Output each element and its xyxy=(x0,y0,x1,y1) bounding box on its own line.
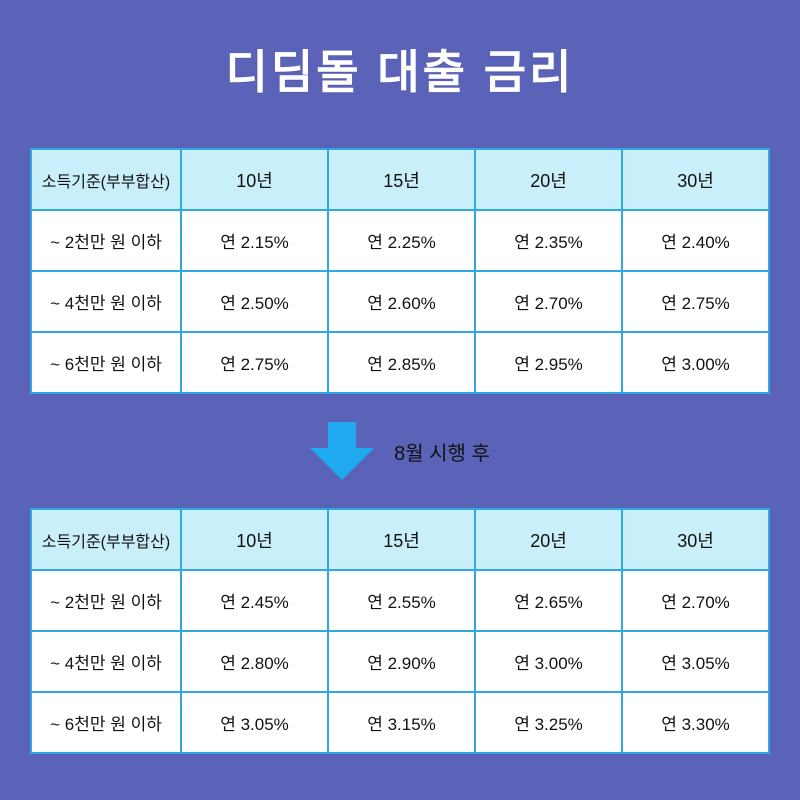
rate-cell: 연 3.05% xyxy=(621,630,770,693)
rate-cell: 연 2.75% xyxy=(621,270,770,333)
rate-cell: 연 3.30% xyxy=(621,691,770,754)
table-row: ~ 6천만 원 이하 연 3.05% 연 3.15% 연 3.25% 연 3.3… xyxy=(30,691,770,754)
arrow-label: 8월 시행 후 xyxy=(394,442,490,465)
rate-cell: 연 2.70% xyxy=(474,270,623,333)
table-row: ~ 6천만 원 이하 연 2.75% 연 2.85% 연 2.95% 연 3.0… xyxy=(30,331,770,394)
table-row: ~ 2천만 원 이하 연 2.45% 연 2.55% 연 2.65% 연 2.7… xyxy=(30,569,770,632)
rate-cell: 연 2.90% xyxy=(327,630,476,693)
rate-cell: 연 3.05% xyxy=(180,691,329,754)
rate-cell: 연 2.75% xyxy=(180,331,329,394)
rate-cell: 연 2.80% xyxy=(180,630,329,693)
table-header-row: 소득기준(부부합산) 10년 15년 20년 30년 xyxy=(30,148,770,211)
header-term-20yr: 20년 xyxy=(474,508,623,571)
header-term-10yr: 10년 xyxy=(180,148,329,211)
rate-cell: 연 2.95% xyxy=(474,331,623,394)
rate-cell: 연 2.45% xyxy=(180,569,329,632)
header-income-basis: 소득기준(부부합산) xyxy=(30,148,182,211)
rate-cell: 연 2.25% xyxy=(327,209,476,272)
row-label-income: ~ 2천만 원 이하 xyxy=(30,569,182,632)
rate-cell: 연 3.00% xyxy=(621,331,770,394)
table-header-row: 소득기준(부부합산) 10년 15년 20년 30년 xyxy=(30,508,770,571)
rate-cell: 연 2.70% xyxy=(621,569,770,632)
row-label-income: ~ 2천만 원 이하 xyxy=(30,209,182,272)
header-income-basis: 소득기준(부부합산) xyxy=(30,508,182,571)
rate-table-before: 소득기준(부부합산) 10년 15년 20년 30년 ~ 2천만 원 이하 연 … xyxy=(30,148,770,394)
rate-cell: 연 3.25% xyxy=(474,691,623,754)
rate-cell: 연 3.00% xyxy=(474,630,623,693)
header-term-10yr: 10년 xyxy=(180,508,329,571)
down-arrow-shape xyxy=(310,422,375,480)
rate-cell: 연 2.65% xyxy=(474,569,623,632)
rate-table-after: 소득기준(부부합산) 10년 15년 20년 30년 ~ 2천만 원 이하 연 … xyxy=(30,508,770,754)
rate-cell: 연 2.40% xyxy=(621,209,770,272)
rate-cell: 연 2.60% xyxy=(327,270,476,333)
table-row: ~ 2천만 원 이하 연 2.15% 연 2.25% 연 2.35% 연 2.4… xyxy=(30,209,770,272)
row-label-income: ~ 4천만 원 이하 xyxy=(30,630,182,693)
table-row: ~ 4천만 원 이하 연 2.80% 연 2.90% 연 3.00% 연 3.0… xyxy=(30,630,770,693)
row-label-income: ~ 4천만 원 이하 xyxy=(30,270,182,333)
transition-indicator: 8월 시행 후 xyxy=(0,408,800,494)
row-label-income: ~ 6천만 원 이하 xyxy=(30,331,182,394)
rate-cell: 연 2.50% xyxy=(180,270,329,333)
rate-cell: 연 2.55% xyxy=(327,569,476,632)
rate-cell: 연 2.85% xyxy=(327,331,476,394)
header-term-30yr: 30년 xyxy=(621,148,770,211)
rate-cell: 연 3.15% xyxy=(327,691,476,754)
table-row: ~ 4천만 원 이하 연 2.50% 연 2.60% 연 2.70% 연 2.7… xyxy=(30,270,770,333)
header-term-30yr: 30년 xyxy=(621,508,770,571)
header-term-20yr: 20년 xyxy=(474,148,623,211)
header-term-15yr: 15년 xyxy=(327,508,476,571)
page-title: 디딤돌 대출 금리 xyxy=(225,46,575,98)
row-label-income: ~ 6천만 원 이하 xyxy=(30,691,182,754)
rate-cell: 연 2.15% xyxy=(180,209,329,272)
down-arrow-icon xyxy=(310,422,375,480)
header-term-15yr: 15년 xyxy=(327,148,476,211)
rate-cell: 연 2.35% xyxy=(474,209,623,272)
